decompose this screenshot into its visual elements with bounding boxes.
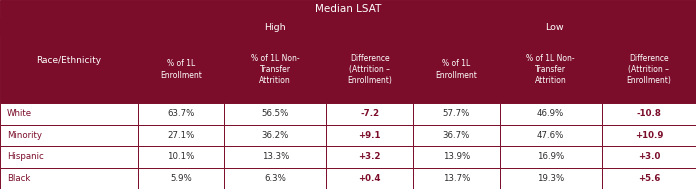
Text: -7.2: -7.2 (360, 109, 379, 118)
Bar (413, 146, 500, 167)
Text: 57.7%: 57.7% (443, 109, 470, 118)
Text: +5.6: +5.6 (638, 174, 660, 183)
Text: Difference
(Attrition –
Enrollment): Difference (Attrition – Enrollment) (626, 54, 671, 85)
Text: 47.6%: 47.6% (537, 131, 564, 140)
Text: Hispanic: Hispanic (7, 152, 44, 161)
Bar (224, 146, 326, 167)
Text: Low: Low (545, 22, 564, 32)
Text: Race/Ethnicity: Race/Ethnicity (36, 56, 102, 65)
Text: 63.7%: 63.7% (167, 109, 195, 118)
Bar (0, 18, 138, 103)
Text: Median LSAT: Median LSAT (315, 4, 381, 14)
Bar (326, 103, 413, 125)
Text: % of 1L
Enrollment: % of 1L Enrollment (160, 60, 202, 80)
Bar (500, 167, 601, 189)
Bar (138, 167, 224, 189)
Text: 6.3%: 6.3% (264, 174, 286, 183)
Bar (0, 103, 138, 125)
Bar (601, 103, 696, 125)
Text: 13.3%: 13.3% (262, 152, 289, 161)
Bar (601, 125, 696, 146)
Text: 10.1%: 10.1% (167, 152, 195, 161)
Text: 27.1%: 27.1% (167, 131, 195, 140)
Bar (326, 146, 413, 167)
Text: 16.9%: 16.9% (537, 152, 564, 161)
Bar (138, 103, 224, 125)
Bar (413, 167, 500, 189)
Text: +3.2: +3.2 (358, 152, 381, 161)
Bar (224, 167, 326, 189)
Bar (326, 167, 413, 189)
Bar (0, 146, 138, 167)
Text: 5.9%: 5.9% (170, 174, 192, 183)
Text: +9.1: +9.1 (358, 131, 381, 140)
Text: 19.3%: 19.3% (537, 174, 564, 183)
Text: % of 1L Non-
Transfer
Attrition: % of 1L Non- Transfer Attrition (251, 54, 299, 85)
Text: White: White (7, 109, 32, 118)
Text: % of 1L
Enrollment: % of 1L Enrollment (435, 60, 477, 80)
Bar (138, 125, 224, 146)
Bar (500, 125, 601, 146)
Bar (500, 103, 601, 125)
Bar (0, 18, 138, 36)
Text: -10.8: -10.8 (636, 109, 661, 118)
Text: Minority: Minority (7, 131, 42, 140)
Bar (500, 36, 601, 103)
Text: 36.7%: 36.7% (443, 131, 470, 140)
Text: 36.2%: 36.2% (262, 131, 289, 140)
Text: 13.9%: 13.9% (443, 152, 470, 161)
Bar (413, 125, 500, 146)
Bar (0, 0, 696, 18)
Text: % of 1L Non-
Transfer
Attrition: % of 1L Non- Transfer Attrition (526, 54, 575, 85)
Text: 46.9%: 46.9% (537, 109, 564, 118)
Bar (224, 36, 326, 103)
Bar (413, 36, 500, 103)
Bar (413, 18, 696, 36)
Text: +0.4: +0.4 (358, 174, 381, 183)
Bar (138, 146, 224, 167)
Bar (601, 146, 696, 167)
Bar (138, 36, 224, 103)
Bar (601, 167, 696, 189)
Text: 56.5%: 56.5% (262, 109, 289, 118)
Bar (601, 36, 696, 103)
Bar (0, 125, 138, 146)
Text: Black: Black (7, 174, 31, 183)
Text: +10.9: +10.9 (635, 131, 663, 140)
Bar (224, 103, 326, 125)
Bar (0, 167, 138, 189)
Text: 13.7%: 13.7% (443, 174, 470, 183)
Bar (138, 18, 413, 36)
Text: +3.0: +3.0 (638, 152, 660, 161)
Bar (326, 125, 413, 146)
Bar (326, 36, 413, 103)
Bar (224, 125, 326, 146)
Bar (500, 146, 601, 167)
Text: High: High (264, 22, 286, 32)
Bar (413, 103, 500, 125)
Text: Difference
(Attrition –
Enrollment): Difference (Attrition – Enrollment) (347, 54, 392, 85)
